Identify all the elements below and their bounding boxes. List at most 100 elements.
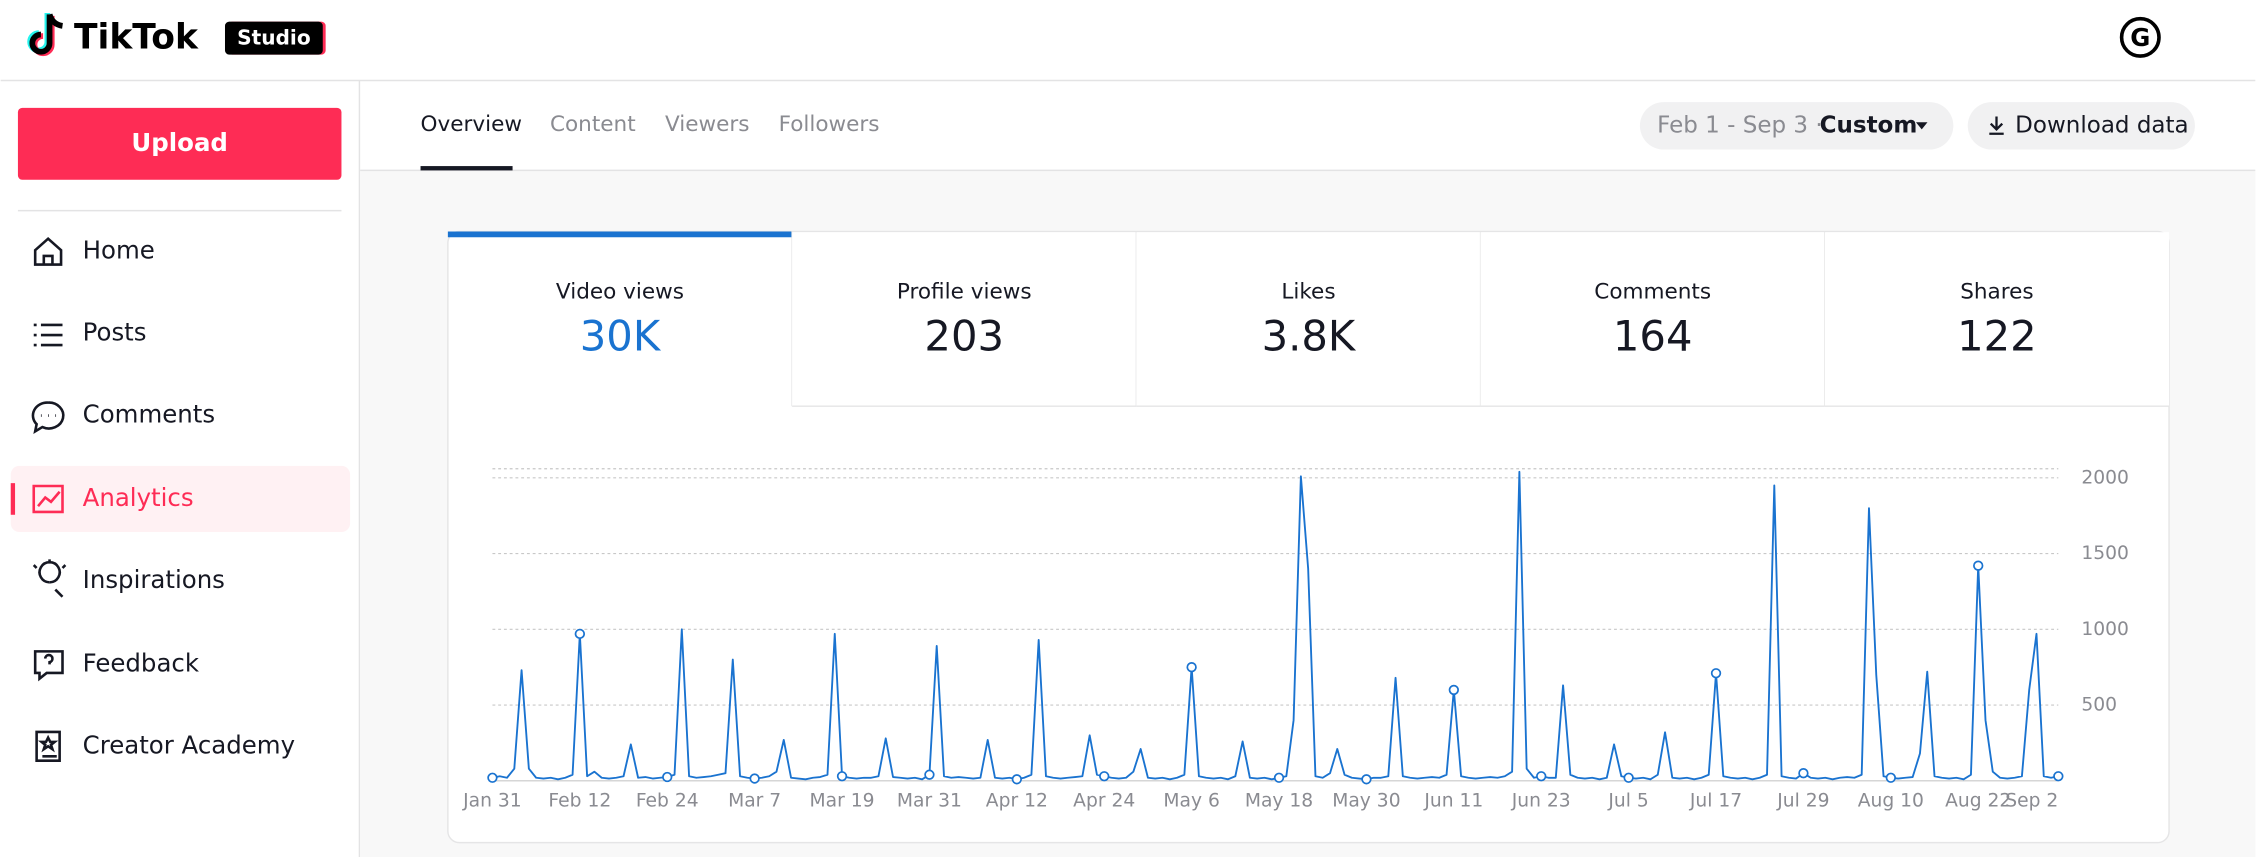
y-tick-label: 2000 bbox=[2081, 467, 2129, 488]
x-tick-label: May 18 bbox=[1245, 790, 1313, 811]
point-marker bbox=[2053, 771, 2064, 782]
x-tick-label: Aug 10 bbox=[1858, 790, 1924, 811]
metric-label: Video views bbox=[556, 280, 684, 305]
point-marker bbox=[487, 772, 498, 783]
badge-text: Studio bbox=[237, 25, 311, 49]
avatar[interactable] bbox=[2119, 16, 2161, 58]
metric-value: 3.8K bbox=[1262, 311, 1357, 360]
x-tick-label: Jun 23 bbox=[1511, 790, 1571, 811]
tab-underline bbox=[420, 166, 513, 171]
icon-academy bbox=[35, 730, 61, 762]
icon-posts bbox=[33, 323, 63, 347]
sidebar-item[interactable]: Home bbox=[83, 236, 155, 265]
chart: 500 1000 1500 2000 Jan 31 Feb 12 Feb 24 Mar 7 Ma… bbox=[462, 467, 2129, 811]
tab[interactable]: Content bbox=[550, 112, 636, 137]
sidebar-item[interactable]: Creator Academy bbox=[83, 730, 295, 759]
x-tick-label: Feb 24 bbox=[636, 790, 699, 811]
tab[interactable]: Overview bbox=[421, 112, 522, 137]
metric-label: Likes bbox=[1281, 280, 1335, 305]
metric-value: 122 bbox=[1957, 311, 2037, 360]
point-marker bbox=[1710, 668, 1722, 679]
y-tick-label: 1000 bbox=[2081, 619, 2129, 640]
metric-tab-bg[interactable] bbox=[1480, 232, 1825, 407]
tabs: Overview Content Viewers Followers bbox=[421, 112, 880, 137]
sidebar-item[interactable]: Inspirations bbox=[83, 565, 225, 594]
upload-button[interactable] bbox=[17, 107, 342, 180]
x-tick-label: Mar 31 bbox=[897, 790, 962, 811]
metric-tab-bg[interactable] bbox=[792, 232, 1137, 407]
icon-home bbox=[33, 236, 63, 266]
x-tick-label: May 6 bbox=[1163, 790, 1219, 811]
logo-icon bbox=[27, 12, 64, 57]
date-preset: Custom bbox=[1820, 112, 1918, 138]
x-tick-label: Jan 31 bbox=[462, 790, 522, 811]
metric-value: 164 bbox=[1613, 311, 1693, 360]
sidebar-menu: Home Posts Comments Analytics Inspirations Fe… bbox=[83, 236, 295, 760]
point-marker bbox=[574, 628, 586, 640]
x-tick-label: Jul 17 bbox=[1689, 790, 1742, 811]
x-tick-label: Mar 19 bbox=[810, 790, 875, 811]
x-tick-label: Mar 7 bbox=[728, 790, 781, 811]
sidebar-item[interactable]: Analytics bbox=[83, 483, 194, 512]
metric-tab-bg[interactable] bbox=[1824, 232, 2170, 407]
logo-text: TikTok bbox=[74, 17, 199, 57]
point-marker bbox=[1536, 771, 1547, 782]
point-marker bbox=[1099, 771, 1110, 782]
icon-analytics bbox=[32, 484, 64, 514]
icon-inspirations bbox=[32, 559, 67, 598]
point-marker bbox=[1448, 684, 1460, 696]
date-picker[interactable] bbox=[1639, 102, 1954, 150]
x-tick-label: Feb 12 bbox=[548, 790, 611, 811]
x-tick-label: Apr 12 bbox=[986, 790, 1048, 811]
point-marker bbox=[924, 769, 935, 780]
sidebar-icons bbox=[31, 236, 67, 762]
metric-label: Shares bbox=[1960, 280, 2033, 305]
x-tick-label: Sep 2 bbox=[2005, 790, 2058, 811]
download-button[interactable] bbox=[1967, 102, 2195, 150]
x-tick-label: Jul 29 bbox=[1776, 790, 1829, 811]
metric-active-bar bbox=[447, 231, 793, 238]
avatar-letter: G bbox=[2130, 23, 2150, 52]
icon-comments bbox=[31, 401, 65, 434]
point-marker bbox=[1273, 772, 1285, 783]
x-tick-label: Jun 11 bbox=[1423, 790, 1483, 811]
y-tick-label: 1500 bbox=[2081, 543, 2129, 564]
point-marker bbox=[1623, 772, 1634, 783]
metric-tabs: Video views 30K Profile views 203 Likes 3.8K C… bbox=[447, 231, 2170, 407]
point-marker bbox=[1798, 768, 1809, 779]
metric-label: Comments bbox=[1594, 280, 1711, 305]
tab[interactable]: Viewers bbox=[665, 112, 749, 137]
download-label: Download data bbox=[2015, 112, 2188, 138]
x-tick-label: Aug 22 bbox=[1945, 790, 2011, 811]
x-tick-label: Apr 24 bbox=[1073, 790, 1135, 811]
active-item-bar bbox=[10, 483, 16, 515]
sidebar-item[interactable]: Posts bbox=[83, 318, 147, 347]
header bbox=[0, 0, 2256, 81]
point-marker bbox=[749, 773, 760, 784]
point-marker bbox=[662, 771, 673, 783]
sidebar-item[interactable]: Comments bbox=[83, 400, 215, 429]
x-tick-label: Jul 5 bbox=[1607, 790, 1648, 811]
point-marker bbox=[1011, 774, 1023, 785]
metric-value: 203 bbox=[924, 311, 1004, 360]
icon-feedback bbox=[33, 650, 64, 682]
point-marker bbox=[1361, 774, 1372, 785]
point-marker bbox=[1885, 772, 1896, 783]
upload-label: Upload bbox=[131, 128, 228, 157]
tab[interactable]: Followers bbox=[779, 112, 880, 137]
y-tick-label: 500 bbox=[2081, 695, 2117, 716]
point-marker bbox=[836, 771, 848, 782]
badge bbox=[224, 21, 323, 55]
x-tick-label: May 30 bbox=[1332, 790, 1400, 811]
point-marker bbox=[1186, 662, 1197, 673]
point-marker bbox=[1973, 560, 1984, 571]
dropdown-arrow bbox=[1915, 122, 1928, 130]
active-item-bg bbox=[10, 465, 351, 533]
metric-value: 30K bbox=[580, 311, 662, 360]
metric-label: Profile views bbox=[897, 280, 1032, 305]
date-range: Feb 1 - Sep 3 · bbox=[1657, 112, 1823, 138]
sidebar-item[interactable]: Feedback bbox=[83, 648, 200, 677]
metric-tab-bg[interactable] bbox=[1136, 232, 1481, 407]
download-icon bbox=[1989, 116, 2004, 135]
